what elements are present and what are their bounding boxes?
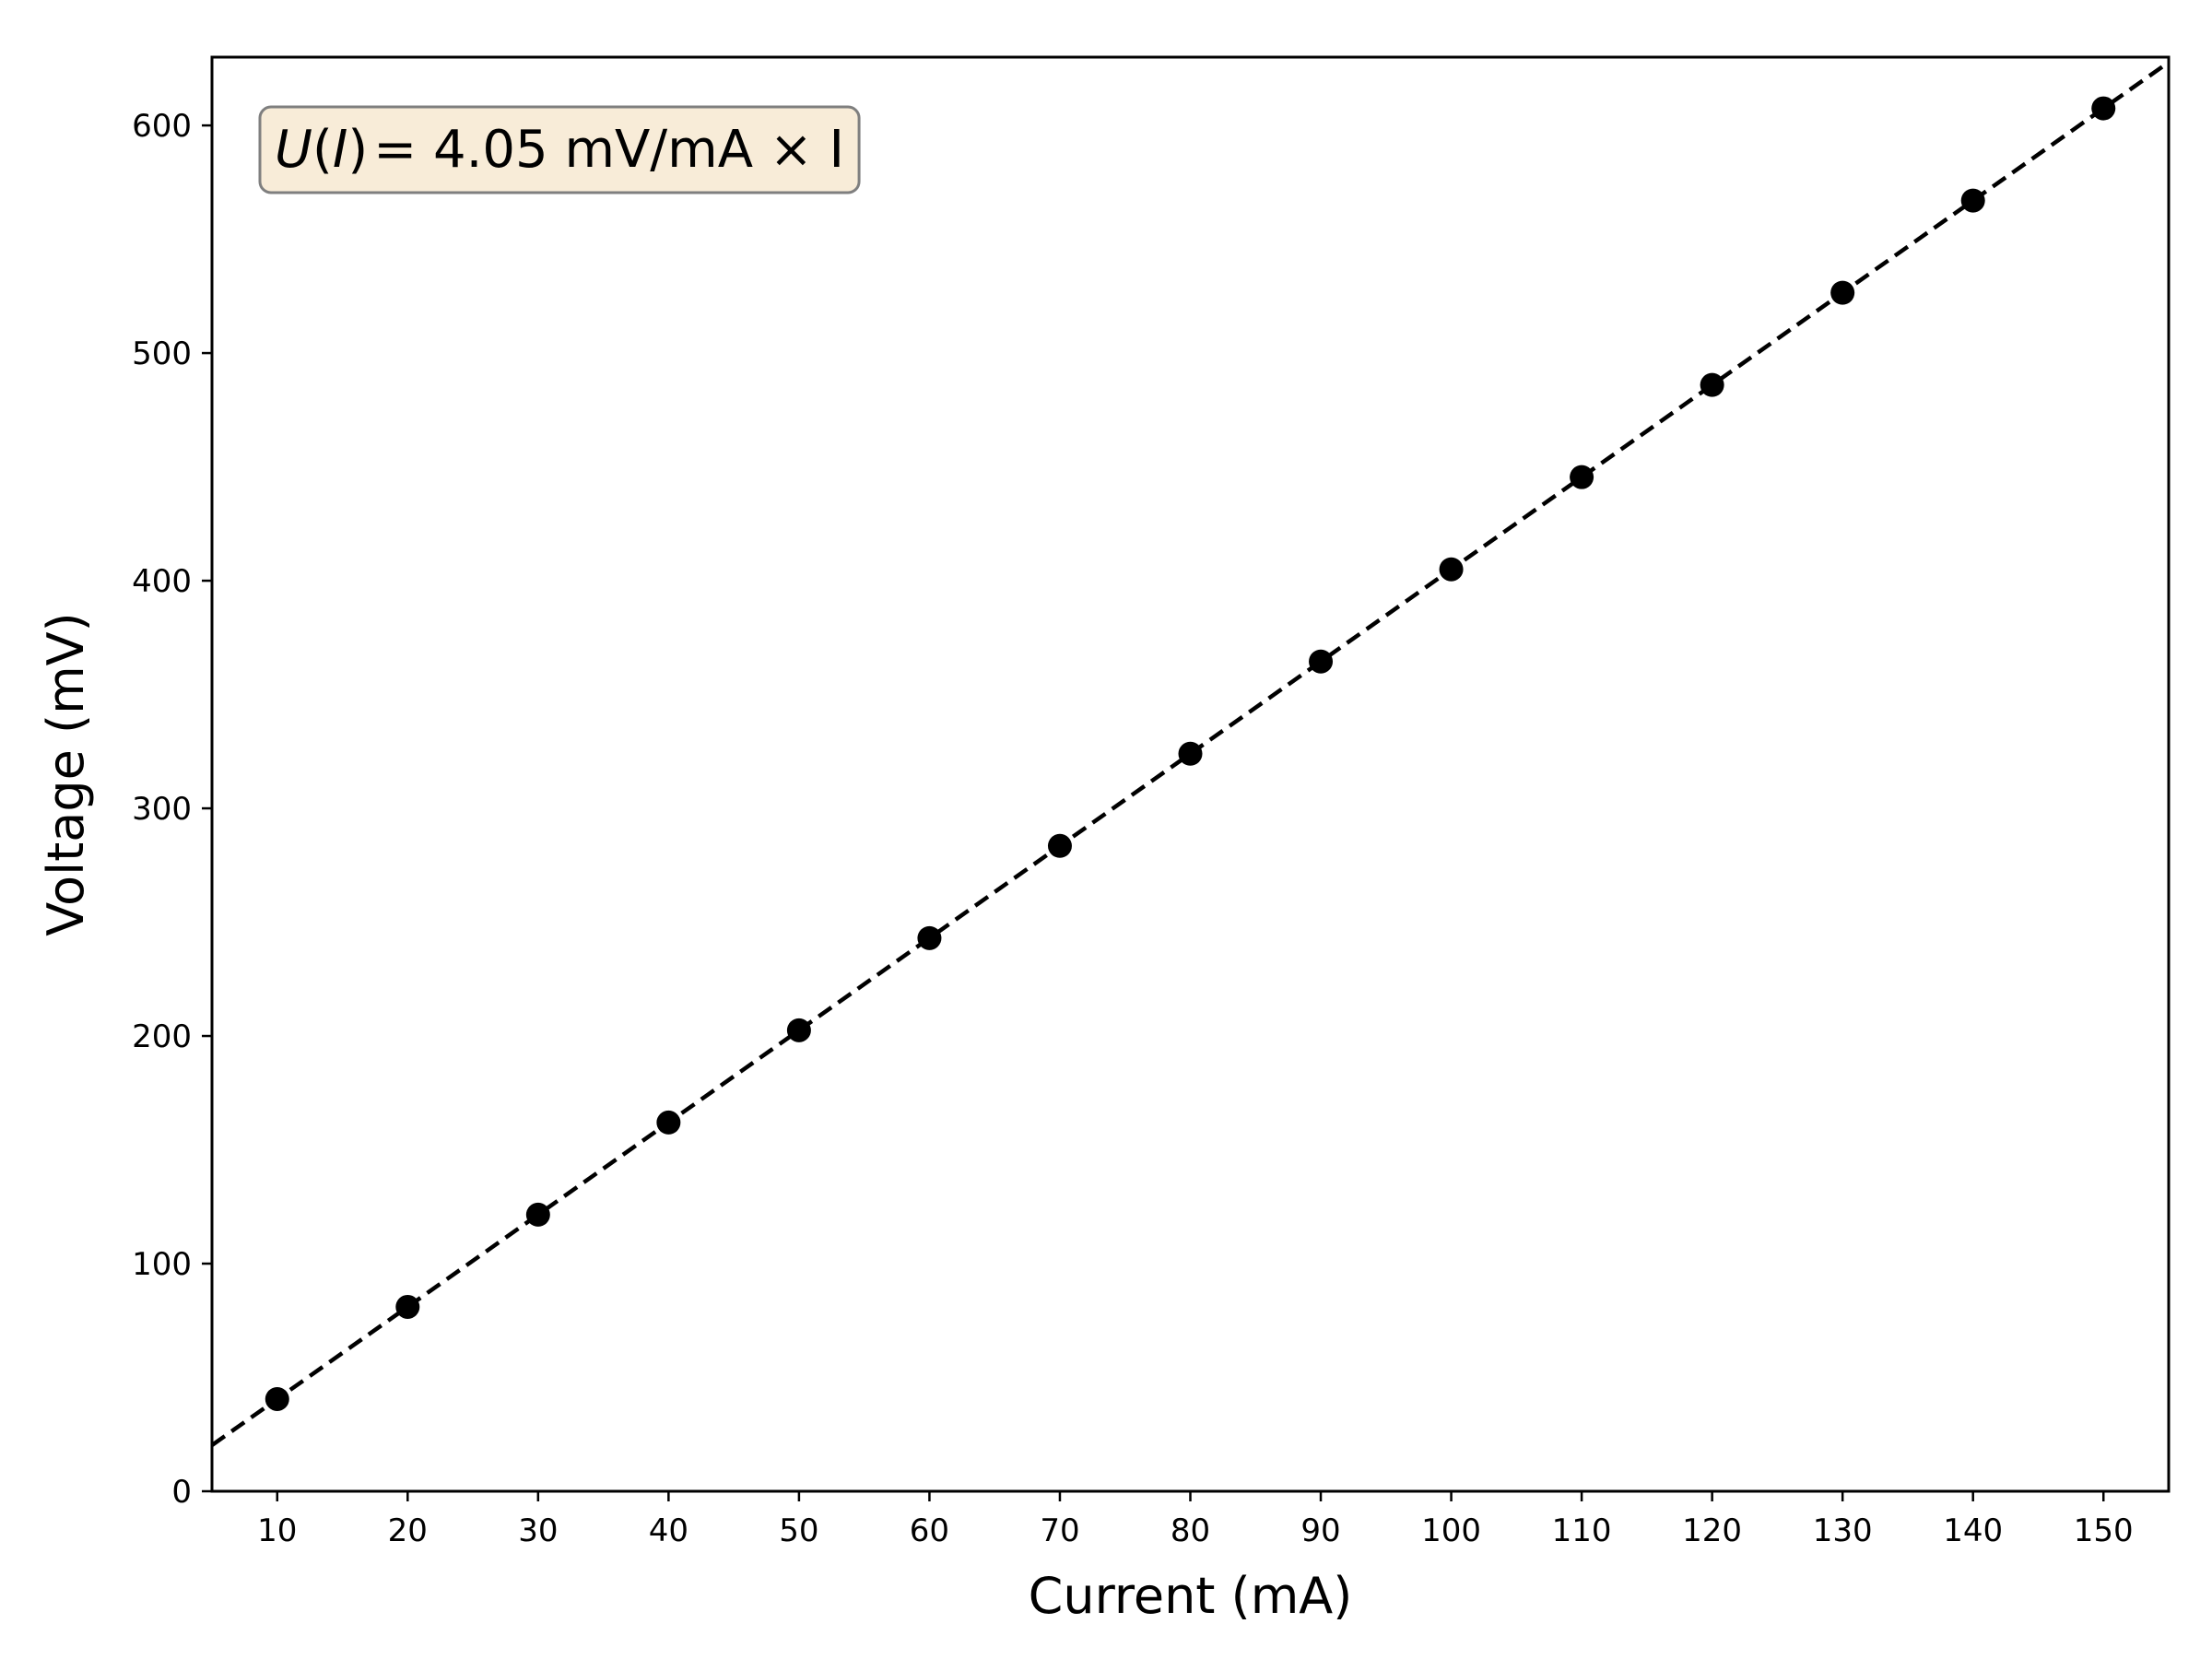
x-tick-label: 30 xyxy=(518,1512,558,1549)
y-tick-label: 400 xyxy=(132,563,192,600)
data-points-layer xyxy=(265,96,2116,1411)
x-tick-label: 110 xyxy=(1552,1512,1612,1549)
equation-rhs: = 4.05 mV/mA × I xyxy=(373,120,844,180)
x-tick-label: 50 xyxy=(779,1512,818,1549)
y-tick-label: 600 xyxy=(132,108,192,145)
data-point xyxy=(917,925,942,950)
fit-equation-box: U(I) = 4.05 mV/mA × I xyxy=(258,105,861,194)
y-tick-label: 0 xyxy=(171,1474,192,1511)
x-tick-label: 150 xyxy=(2074,1512,2134,1549)
plot-frame xyxy=(210,55,2171,1493)
x-tick-label: 20 xyxy=(388,1512,428,1549)
data-point xyxy=(2091,96,2116,121)
equation-open-paren: ( xyxy=(312,120,333,180)
x-tick-label: 130 xyxy=(1813,1512,1873,1549)
x-tick-label: 10 xyxy=(257,1512,297,1549)
data-point xyxy=(395,1294,420,1319)
data-point xyxy=(1047,833,1072,858)
equation-close-paren: ) xyxy=(347,120,368,180)
x-tick-label: 120 xyxy=(1682,1512,1742,1549)
equation-box-background xyxy=(258,105,861,194)
data-point xyxy=(786,1018,811,1042)
data-point xyxy=(1960,188,1985,213)
y-axis-ticks: 0 100 200 300 400 500 600 xyxy=(132,108,212,1511)
x-tick-label: 90 xyxy=(1300,1512,1340,1549)
x-tick-label: 40 xyxy=(649,1512,688,1549)
y-tick-label: 500 xyxy=(132,335,192,372)
equation-function: U xyxy=(275,120,312,180)
x-tick-label: 80 xyxy=(1171,1512,1210,1549)
y-tick-label: 300 xyxy=(132,791,192,828)
x-tick-label: 100 xyxy=(1421,1512,1481,1549)
x-tick-label: 140 xyxy=(1943,1512,2003,1549)
equation-argument: I xyxy=(333,120,348,180)
x-tick-label: 70 xyxy=(1040,1512,1079,1549)
y-tick-label: 100 xyxy=(132,1246,192,1283)
data-point xyxy=(1570,465,1594,489)
y-axis-label: Voltage (mV) xyxy=(37,612,95,935)
data-point xyxy=(656,1110,681,1135)
data-point xyxy=(1830,280,1855,305)
x-axis-ticks: 10 20 30 40 50 60 70 80 90 100 110 120 130 140 150 xyxy=(257,1491,2134,1549)
data-point xyxy=(1700,372,1724,397)
data-point xyxy=(1309,649,1334,674)
data-point xyxy=(1439,557,1464,582)
data-point xyxy=(1178,741,1203,766)
data-point xyxy=(265,1386,289,1411)
data-point xyxy=(525,1202,550,1227)
x-tick-label: 60 xyxy=(910,1512,949,1549)
y-tick-label: 200 xyxy=(132,1018,192,1055)
fit-equation: U(I) = 4.05 mV/mA × I xyxy=(275,120,844,180)
x-axis-label: Current (mA) xyxy=(1029,1567,1353,1625)
